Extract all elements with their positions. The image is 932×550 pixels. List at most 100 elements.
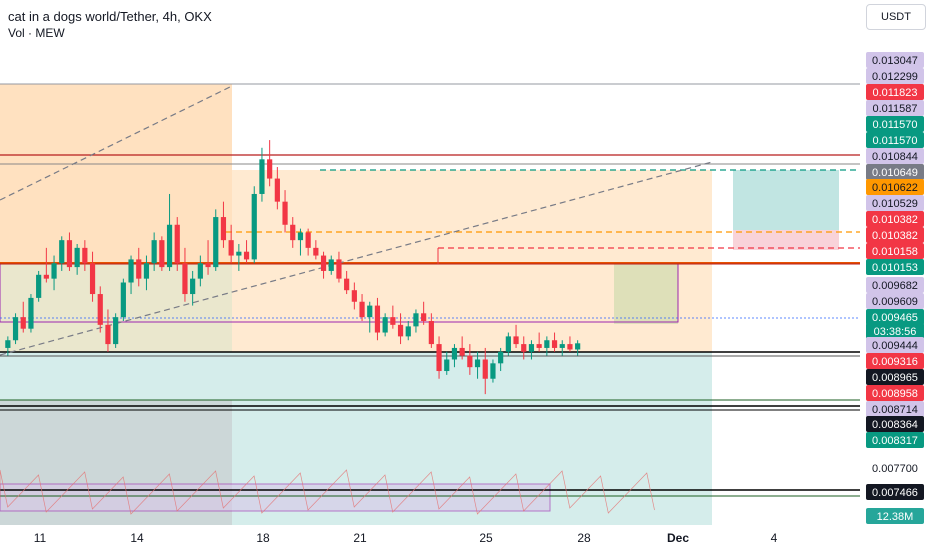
orange-zone-main: [232, 170, 712, 352]
candle-body: [166, 224, 173, 268]
price-label-bg: [866, 460, 924, 476]
candle-body: [43, 274, 49, 279]
price-label-bg: [866, 52, 924, 68]
candle-body: [5, 340, 11, 348]
price-label: 0.010844: [872, 151, 918, 163]
candle-body: [320, 255, 327, 271]
time-axis-bg: [0, 525, 932, 550]
candle-body: [374, 305, 381, 333]
price-label-bg: [866, 432, 924, 448]
candle-body: [421, 313, 427, 321]
candle-body: [559, 344, 565, 348]
price-label-bg: [866, 293, 924, 309]
date-tick: 4: [771, 531, 778, 545]
candle-body: [498, 351, 504, 364]
candle-body: [459, 347, 465, 356]
price-label-bg: [866, 243, 924, 259]
price-label: 0.009465: [872, 312, 918, 324]
price-label: 0.010649: [872, 167, 918, 179]
symbol-title[interactable]: cat in a dogs world/Tether, 4h, OKX: [8, 9, 212, 24]
candle-body: [151, 240, 157, 264]
price-label-bg: [866, 211, 924, 227]
candle-body: [128, 259, 134, 283]
orange-zone-upper: [0, 84, 232, 264]
candle-body: [97, 294, 103, 325]
chart-legend: cat in a dogs world/Tether, 4h, OKX Vol …: [8, 8, 212, 42]
candle-body: [367, 305, 373, 318]
price-label-bg: [866, 84, 924, 100]
price-label: 0.011570: [872, 135, 917, 147]
date-tick: Dec: [667, 531, 689, 545]
candle-body: [336, 259, 342, 279]
price-label: 0.010382: [872, 230, 918, 242]
candle-body: [267, 159, 273, 179]
volume-indicator-label[interactable]: Vol · MEW: [8, 26, 65, 40]
candle-body: [551, 340, 558, 348]
candle-body: [159, 240, 165, 268]
candle-body: [190, 278, 196, 295]
candle-body: [436, 344, 442, 372]
price-label: 0.011587: [872, 103, 917, 115]
candle-body: [136, 259, 142, 279]
candle-body: [482, 359, 488, 379]
price-label-bg: [866, 195, 924, 211]
price-label: 0.012299: [872, 71, 918, 83]
price-label: 0.008714: [872, 404, 918, 416]
date-tick: 18: [256, 531, 270, 545]
drawing-lines: [0, 83, 860, 497]
candle-body: [444, 359, 450, 372]
price-axis: 0.013047 0.012299 0.011823 0.011587 0.011570…: [860, 0, 932, 550]
price-label-bg: [866, 484, 924, 500]
target-zone: [733, 170, 839, 230]
candle-body: [290, 224, 296, 241]
candle-body: [536, 344, 542, 348]
candle-body: [528, 344, 535, 352]
candle-body: [143, 263, 150, 279]
price-label: 0.013047: [872, 55, 918, 67]
candle-body: [397, 324, 404, 337]
candle-body: [174, 224, 180, 264]
trend-channel-lower: [0, 161, 713, 356]
candle-body: [513, 336, 519, 345]
candle-body: [205, 263, 211, 268]
price-label: 0.010622: [872, 182, 918, 194]
price-label: 0.008364: [872, 419, 918, 431]
consolidation-box: [614, 264, 678, 324]
candles: [5, 140, 581, 395]
candle-body: [113, 317, 119, 345]
date-tick: 11: [34, 531, 47, 545]
candle-body: [28, 297, 34, 329]
candle-body: [428, 320, 434, 345]
currency-button[interactable]: USDT: [866, 4, 926, 30]
price-label: 0.007700: [872, 463, 918, 475]
candle-body: [197, 263, 203, 279]
candle-body: [521, 344, 527, 352]
price-label-bg: [866, 508, 924, 524]
price-label: 0.009609: [872, 296, 918, 308]
price-label-bg: [866, 309, 924, 325]
drawing-zones: [0, 84, 839, 525]
candle-body: [66, 240, 73, 268]
price-label-bg: [866, 401, 924, 417]
candle-body: [274, 178, 280, 202]
price-label: 0.010153: [872, 262, 918, 274]
price-label: 12.38M: [877, 511, 914, 523]
price-label-bg: [866, 227, 924, 243]
price-label-bg: [866, 323, 924, 339]
price-label-bg: [866, 353, 924, 369]
price-label-bg: [866, 385, 924, 401]
price-label: 0.010529: [872, 198, 918, 210]
date-tick: 28: [577, 531, 591, 545]
price-label-bg: [866, 179, 924, 195]
price-label: 0.007466: [872, 487, 918, 499]
candle-body: [544, 340, 550, 348]
price-label: 0.008965: [872, 372, 918, 384]
candle-body: [51, 263, 57, 279]
candle-body: [82, 247, 88, 264]
candle-body: [328, 259, 334, 271]
candle-body: [59, 240, 65, 264]
price-label: 0.010158: [872, 246, 918, 258]
candle-body: [297, 232, 304, 241]
price-label: 0.009682: [872, 280, 918, 292]
